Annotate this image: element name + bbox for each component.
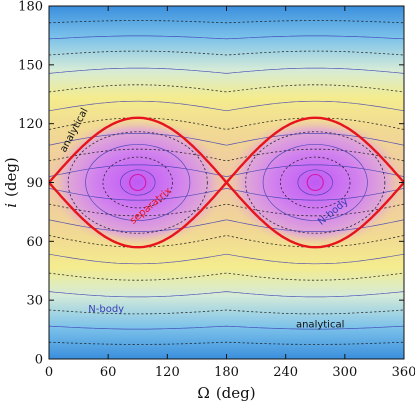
libration-contour-2-1 xyxy=(297,169,333,196)
x-axis-symbol: Ω xyxy=(197,384,209,402)
libration-contour-2-2 xyxy=(280,156,351,209)
y-tick-label-2: 60 xyxy=(26,235,43,250)
libration-contour-2-4 xyxy=(245,131,386,234)
circulating-contour-lower-9 xyxy=(49,325,404,330)
x-tick-label-5: 300 xyxy=(332,365,357,380)
circulating-contour-lower-10 xyxy=(49,341,404,345)
libration-center-2 xyxy=(306,173,324,192)
axis-ticks: 0 60 120 180 240 300 360 0 30 60 90 120 150 180 xyxy=(18,0,415,380)
circulating-contour-upper-10 xyxy=(49,20,404,24)
y-tick-label-6: 180 xyxy=(18,0,43,15)
x-tick-label-0: 0 xyxy=(45,365,53,380)
circulating-contour-upper-8 xyxy=(49,50,404,56)
circulating-contour-lower-3 xyxy=(49,219,404,232)
circulating-contour-upper-9 xyxy=(49,35,404,40)
circulating-contour-lower-1 xyxy=(49,188,404,201)
y-tick-label-5: 150 xyxy=(18,58,43,73)
libration-contour-2-3 xyxy=(262,144,368,221)
libration-contour-1-3 xyxy=(85,144,191,221)
circulating-contour-lower-7 xyxy=(49,291,404,298)
y-tick-label-1: 30 xyxy=(26,294,43,309)
circulating-contour-upper-1 xyxy=(49,164,404,177)
circulating-contour-lower-8 xyxy=(49,309,404,315)
y-tick-label-3: 90 xyxy=(26,176,43,191)
libration-contour-1-2 xyxy=(102,156,173,209)
circulating-contour-upper-5 xyxy=(49,100,404,112)
libration-contour-1-4 xyxy=(67,131,208,234)
libration-glow-1 xyxy=(49,117,227,248)
separatrix-lower xyxy=(49,180,404,249)
separatrix-curve xyxy=(49,116,404,249)
x-tick-label-6: 360 xyxy=(392,365,415,380)
y-axis-symbol: i xyxy=(2,203,20,208)
libration-glow-2 xyxy=(226,117,404,248)
y-tick-label-4: 120 xyxy=(18,117,43,132)
y-axis-unit: (deg) xyxy=(2,157,20,197)
x-tick-label-1: 60 xyxy=(100,365,117,380)
x-tick-label-2: 120 xyxy=(155,365,180,380)
libration-contour-1-1 xyxy=(120,169,156,196)
plot-area xyxy=(49,6,404,359)
libration-glows xyxy=(49,117,404,248)
annotation-4: N-body xyxy=(88,304,124,315)
circulating-contour-upper-6 xyxy=(49,84,404,93)
x-tick-label-4: 240 xyxy=(273,365,298,380)
x-axis-title: Ω (deg) xyxy=(197,384,255,402)
y-axis-title: i (deg) xyxy=(2,157,20,208)
libration-contours xyxy=(67,131,386,234)
circulating-contours xyxy=(49,20,404,345)
x-tick-label-3: 180 xyxy=(214,365,239,380)
y-tick-label-0: 0 xyxy=(35,353,43,368)
x-axis-unit: (deg) xyxy=(216,384,256,402)
circulating-contour-lower-6 xyxy=(49,272,404,281)
libration-centers xyxy=(129,173,324,192)
circulating-contour-lower-5 xyxy=(49,253,404,265)
annotation-5: analytical xyxy=(296,320,344,331)
libration-center-1 xyxy=(129,173,147,192)
circulating-contour-upper-7 xyxy=(49,67,404,74)
circulating-contour-upper-3 xyxy=(49,133,404,146)
